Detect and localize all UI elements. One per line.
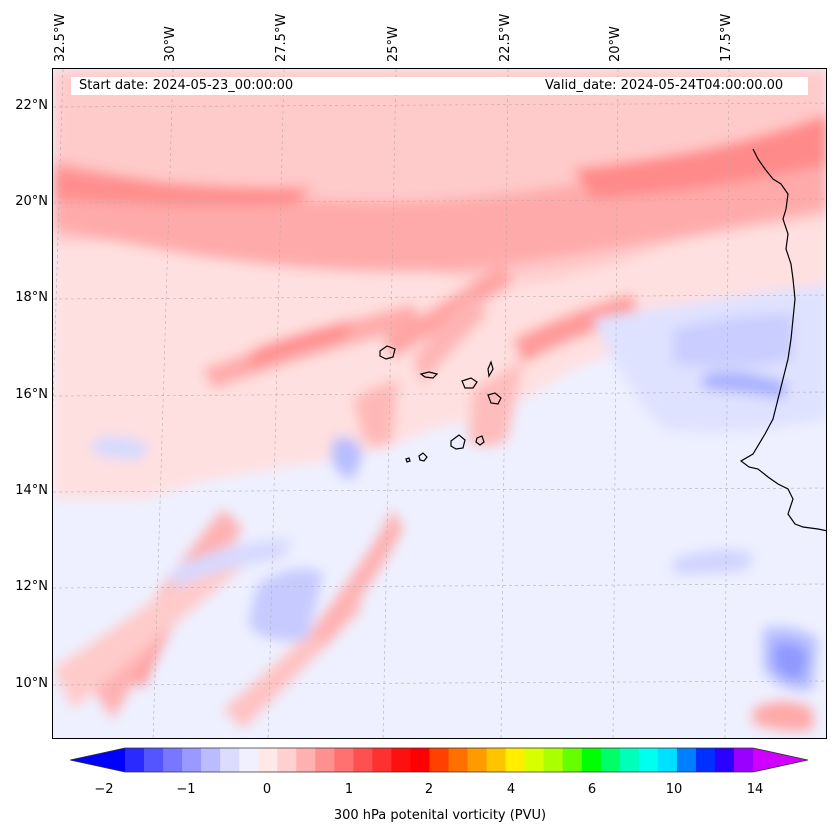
graticule (53, 69, 826, 738)
colorbar-segment (695, 748, 716, 772)
colorbar-tick: 0 (262, 782, 272, 797)
colorbar-segment (334, 748, 354, 772)
colorbar-outline (70, 747, 809, 773)
colorbar-tick: 6 (587, 782, 597, 797)
colorbar-segment (277, 748, 297, 772)
longitude-label: 22.5°W (498, 13, 513, 62)
colorbar-segment (505, 748, 526, 772)
colorbar (70, 747, 809, 773)
colorbar-segment (714, 748, 735, 772)
longitude-label: 25°W (386, 26, 401, 62)
colorbar-segment (220, 748, 240, 772)
meridian-line (724, 69, 730, 738)
colorbar-segment (391, 748, 411, 772)
colorbar-tick: 4 (506, 782, 516, 797)
latitude-label: 10°N (15, 676, 48, 691)
colorbar-tick: 14 (746, 782, 764, 797)
longitude-label: 30°W (163, 26, 178, 62)
colorbar-segment (600, 748, 621, 772)
colorbar-segment (201, 748, 221, 772)
colorbar-label: 300 hPa potenital vorticity (PVU) (333, 808, 547, 823)
colorbar-tick: 2 (424, 782, 434, 797)
pv-field-map (53, 69, 826, 738)
colorbar-segment (182, 748, 202, 772)
colorbar-segment (543, 748, 564, 772)
colorbar-segment (125, 748, 145, 772)
colorbar-segment (562, 748, 583, 772)
colorbar-tick: −2 (94, 782, 114, 797)
latitude-label: 12°N (15, 579, 48, 594)
colorbar-segment (163, 748, 183, 772)
latitude-label: 18°N (15, 290, 48, 305)
colorbar-segment (353, 748, 373, 772)
date-banner (71, 77, 808, 95)
pv-contour-fill (53, 69, 826, 732)
cape-verde-islands (379, 345, 502, 463)
colorbar-segment (372, 748, 392, 772)
meridian-line (500, 69, 509, 738)
colorbar-segment (239, 748, 259, 772)
colorbar-segment (486, 748, 507, 772)
longitude-label: 20°W (608, 26, 623, 62)
colorbar-segment (581, 748, 602, 772)
colorbar-segment (448, 748, 469, 772)
meridian-line (382, 69, 397, 738)
map-panel (52, 68, 827, 739)
meridian-line (152, 69, 174, 738)
colorbar-segment (467, 748, 488, 772)
colorbar-tick: 1 (344, 782, 354, 797)
latitude-label: 14°N (15, 483, 48, 498)
colorbar-segment (315, 748, 335, 772)
africa-coastline (739, 148, 826, 532)
meridian-line (612, 69, 619, 738)
latitude-label: 16°N (15, 387, 48, 402)
colorbar-segment (296, 748, 316, 772)
longitude-label: 17.5°W (719, 13, 734, 62)
colorbar-tick: 10 (665, 782, 683, 797)
longitude-label: 32.5°W (53, 13, 68, 62)
colorbar-under-arrow (70, 748, 125, 772)
start-date-text: Start date: 2024-05-23_00:00:00 (79, 78, 294, 93)
valid-date-text: Valid_date: 2024-05-24T04:00:00.00 (545, 78, 784, 93)
meridian-line (267, 69, 285, 738)
parallel-line (53, 680, 826, 686)
colorbar-segment (144, 748, 164, 772)
colorbar-segment (676, 748, 697, 772)
colorbar-segment (657, 748, 678, 772)
longitude-label: 27.5°W (274, 13, 289, 62)
colorbar-segment (619, 748, 640, 772)
colorbar-segment (410, 748, 430, 772)
latitude-label: 22°N (15, 98, 48, 113)
colorbar-over-arrow (753, 748, 808, 772)
colorbar-segment (524, 748, 545, 772)
latitude-label: 20°N (15, 194, 48, 209)
colorbar-segment (638, 748, 659, 772)
colorbar-segment (258, 748, 278, 772)
colorbar-tick: −1 (176, 782, 196, 797)
colorbar-segment (733, 748, 754, 772)
colorbar-segment (429, 748, 450, 772)
